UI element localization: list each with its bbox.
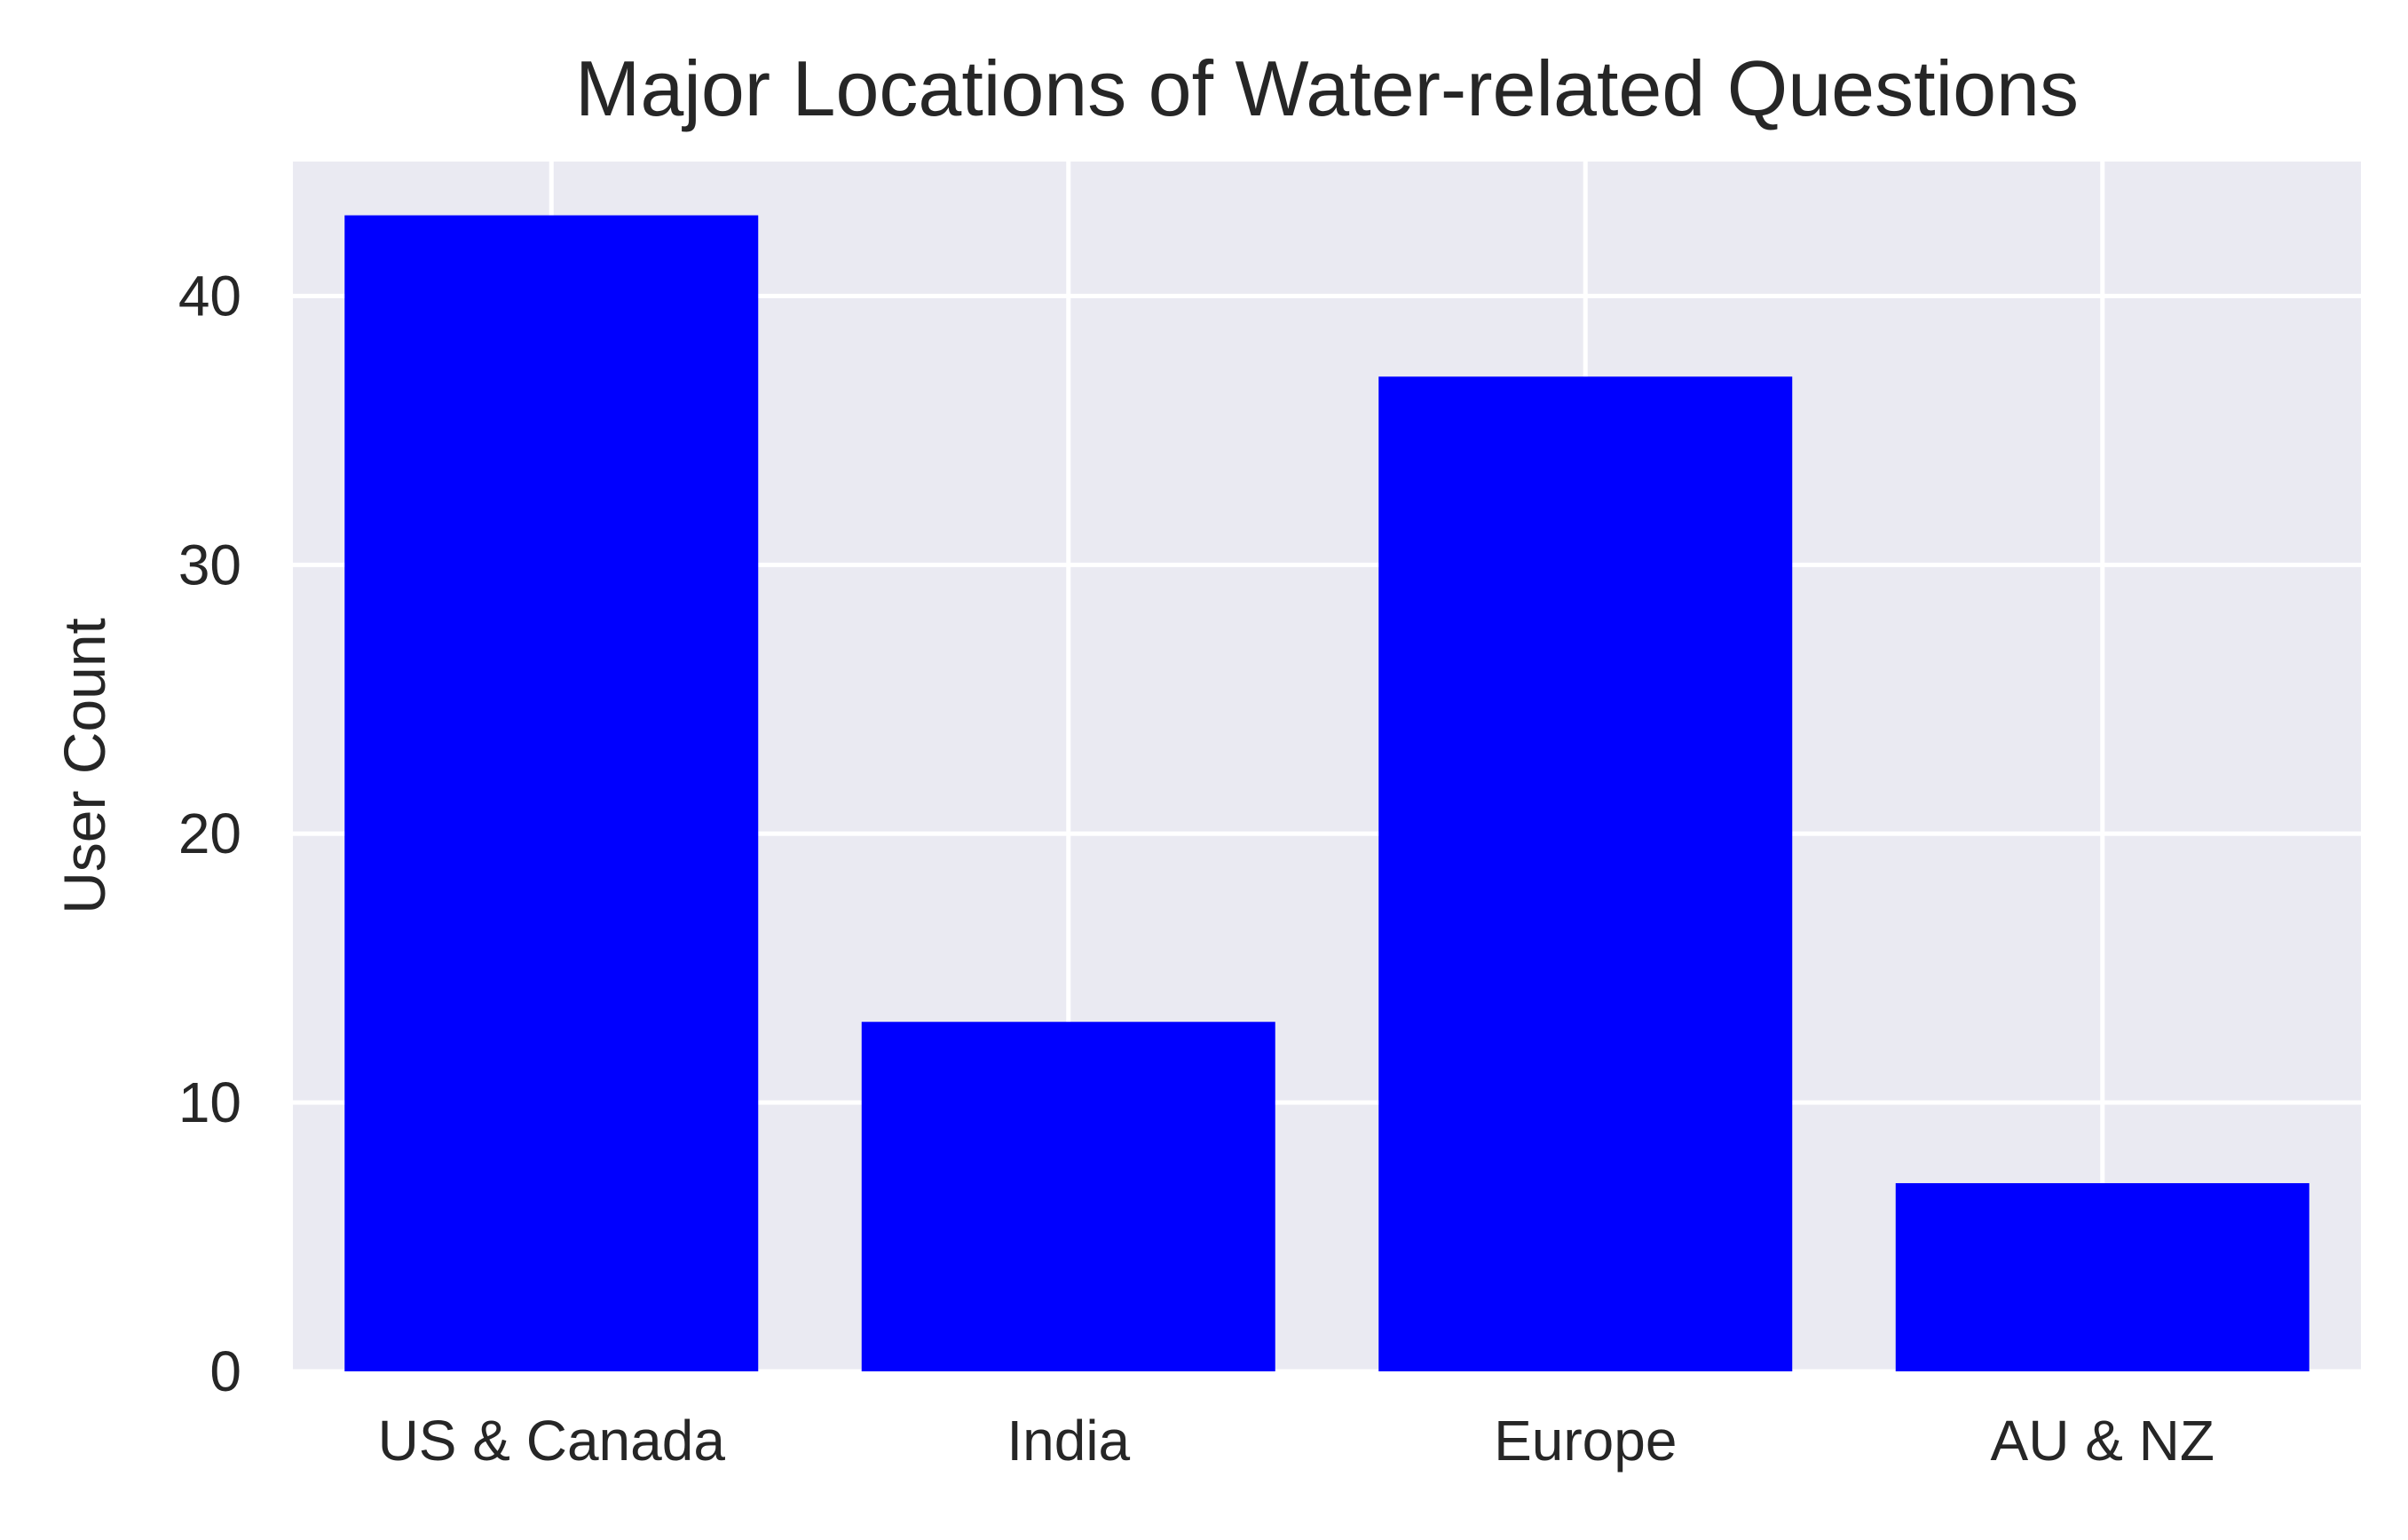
x-tick-label: Europe — [1494, 1409, 1677, 1473]
chart-title: Major Locations of Water-related Questio… — [575, 44, 2079, 132]
bars — [344, 215, 2309, 1372]
bar — [1378, 376, 1793, 1372]
y-tick-label: 30 — [178, 533, 241, 596]
bar — [344, 215, 759, 1372]
tick-labels: 0 10 20 30 40 US & Canada India Europe AU & NZ — [178, 264, 2215, 1473]
x-tick-label: US & Canada — [378, 1409, 726, 1473]
y-axis-label: User Count — [51, 618, 117, 914]
y-tick-label: 40 — [178, 264, 241, 328]
x-tick-label: AU & NZ — [1991, 1409, 2215, 1473]
bar — [1895, 1182, 2309, 1371]
bar — [861, 1022, 1275, 1371]
y-tick-label: 10 — [178, 1070, 241, 1134]
y-tick-label: 0 — [209, 1339, 241, 1403]
y-tick-label: 20 — [178, 802, 241, 865]
x-tick-label: India — [1007, 1409, 1130, 1473]
